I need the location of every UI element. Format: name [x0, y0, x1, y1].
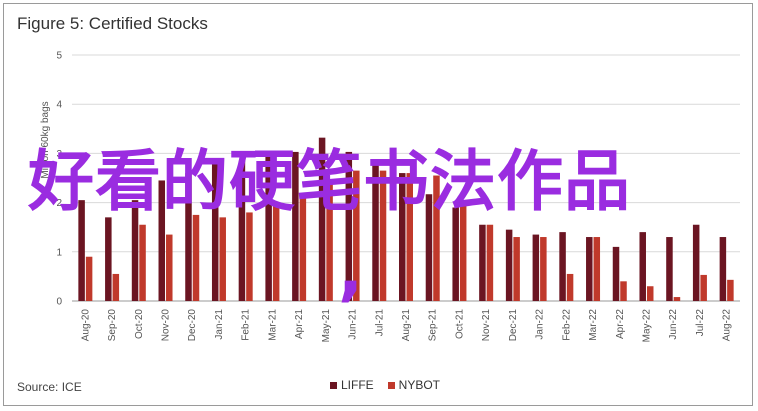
y-tick-label: 0	[56, 297, 62, 308]
bar-liffe	[719, 237, 727, 301]
x-tick-label: Apr-22	[615, 309, 626, 339]
x-tick-label: Sep-21	[428, 309, 439, 342]
bar-liffe	[479, 224, 486, 301]
y-tick-label: 3	[56, 149, 62, 160]
bar-nybot	[326, 182, 333, 301]
bar-nybot	[139, 224, 146, 301]
legend-item-liffe: LIFFE	[330, 378, 374, 392]
y-tick-label: 4	[56, 100, 62, 111]
bar-liffe	[532, 234, 540, 301]
legend: LIFFE NYBOT	[330, 378, 440, 392]
bar-liffe	[425, 194, 433, 301]
legend-swatch-liffe	[330, 381, 337, 389]
x-tick-label: Oct-20	[134, 309, 145, 339]
bar-liffe	[559, 232, 566, 301]
bar-liffe	[265, 154, 272, 301]
bar-liffe	[666, 237, 673, 301]
bar-nybot	[486, 224, 494, 301]
bar-liffe	[318, 137, 326, 301]
x-tick-label: Oct-21	[454, 309, 465, 339]
legend-label-nybot: NYBOT	[398, 378, 441, 392]
bar-nybot	[406, 173, 413, 301]
bar-nybot	[166, 234, 173, 301]
x-tick-label: Feb-22	[561, 309, 572, 341]
bar-liffe	[399, 173, 406, 301]
x-tick-label: Jul-21	[374, 309, 385, 337]
bar-nybot	[353, 170, 360, 301]
bar-nybot	[219, 217, 226, 301]
bar-liffe	[452, 207, 459, 301]
x-tick-label: Aug-20	[80, 309, 91, 342]
bar-liffe	[185, 173, 192, 301]
bar-liffe	[292, 151, 299, 301]
bar-liffe	[345, 151, 353, 301]
bar-liffe	[372, 160, 379, 301]
x-tick-label: Sep-20	[107, 309, 118, 342]
bar-nybot	[593, 237, 601, 301]
bar-liffe	[158, 180, 166, 301]
bar-nybot	[112, 273, 120, 301]
bar-liffe	[105, 217, 112, 301]
bar-liffe	[505, 229, 513, 301]
x-tick-label: Jun-21	[348, 309, 359, 340]
bar-nybot	[433, 175, 440, 301]
bar-liffe	[586, 237, 593, 301]
legend-item-nybot: NYBOT	[387, 378, 441, 392]
bar-nybot	[673, 297, 681, 301]
bar-nybot	[192, 214, 200, 301]
bar-nybot	[646, 286, 654, 301]
overlay-watermark-text: 好看的硬笔书法作品	[28, 143, 631, 220]
bar-liffe	[639, 232, 646, 301]
bar-liffe	[131, 200, 139, 301]
x-tick-label: Apr-21	[294, 309, 305, 339]
bar-liffe	[211, 164, 219, 301]
x-tick-label: Dec-20	[187, 309, 198, 342]
axis-layer: 0 1 2 3 4 5 Aug-20 Sep-20 Oct-20 Nov-20 Dec-20 Jan-…	[56, 51, 732, 343]
y-axis-label: Million 60kg bags	[40, 101, 51, 178]
x-tick-label: May-21	[321, 309, 332, 343]
bar-nybot	[379, 170, 387, 301]
bar-liffe	[612, 246, 620, 301]
bar-nybot	[459, 202, 467, 301]
x-tick-label: Mar-21	[267, 309, 278, 341]
x-tick-label: Nov-20	[161, 309, 172, 342]
y-tick-label: 5	[56, 51, 62, 62]
legend-swatch-nybot	[387, 381, 395, 389]
bar-nybot	[513, 237, 520, 301]
bar-nybot	[727, 279, 734, 301]
x-tick-label: Feb-21	[241, 309, 252, 341]
y-tick-label: 2	[56, 198, 62, 209]
x-tick-label: Mar-22	[588, 309, 599, 341]
x-tick-label: Jul-22	[695, 309, 706, 337]
x-tick-label: Aug-21	[401, 309, 412, 342]
bar-liffe	[238, 160, 246, 301]
legend-label-liffe: LIFFE	[341, 378, 374, 392]
bar-nybot	[272, 205, 280, 301]
bar-nybot	[85, 256, 93, 301]
x-tick-label: Dec-21	[508, 309, 519, 342]
bar-nybot	[540, 237, 547, 301]
bar-nybot	[700, 274, 707, 301]
bar-nybot	[299, 197, 307, 301]
y-tick-label: 1	[56, 247, 62, 258]
x-tick-label: Jan-22	[535, 309, 546, 340]
bar-layer	[78, 137, 734, 301]
bar-nybot	[566, 273, 574, 301]
overlay-watermark-comma: ,	[338, 232, 364, 309]
bar-liffe	[78, 200, 85, 301]
bar-nybot	[620, 281, 627, 301]
x-tick-label: May-22	[641, 309, 652, 343]
bar-liffe	[692, 224, 700, 301]
x-tick-label: Jan-21	[214, 309, 225, 340]
x-tick-label: Nov-21	[481, 309, 492, 342]
grid-layer	[72, 54, 740, 302]
chart-title: Figure 5: Certified Stocks	[17, 14, 208, 33]
x-tick-label: Aug-22	[722, 309, 733, 342]
x-tick-label: Jun-22	[668, 309, 679, 340]
source-note: Source: ICE	[17, 380, 82, 394]
bar-nybot	[246, 212, 253, 301]
